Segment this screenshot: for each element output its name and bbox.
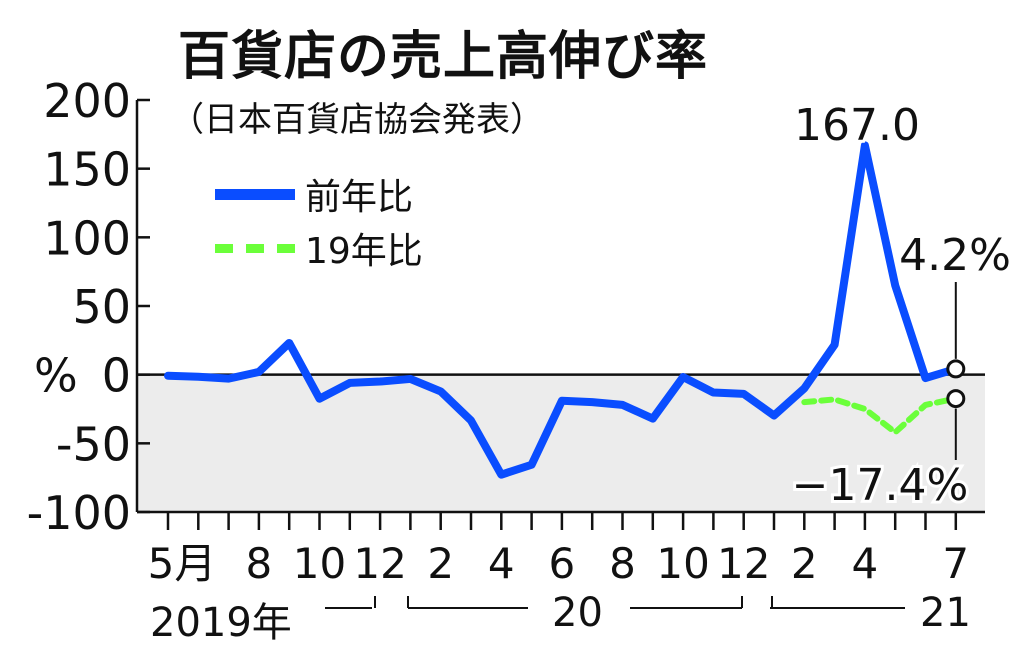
- x-tick-label: 8: [609, 539, 636, 588]
- annotation-label: 167.0: [794, 100, 920, 151]
- legend-swatch-yoy: [215, 188, 295, 200]
- y-tick-label: 100: [43, 211, 131, 265]
- y-unit-label: %: [34, 349, 78, 403]
- x-tick-label: 2: [791, 539, 818, 588]
- legend-swatch-vs2019: [215, 243, 295, 253]
- x-tick-label: 12: [717, 539, 770, 588]
- y-tick-label: 0: [102, 349, 131, 403]
- legend-label-yoy: 前年比: [305, 177, 414, 218]
- y-tick-label: 200: [43, 74, 131, 128]
- x-tick-label: 4: [488, 539, 515, 588]
- annotation-label: −17.4%: [792, 460, 969, 511]
- x-tick-label: 10: [293, 539, 346, 588]
- x-tick-label: 6: [549, 539, 576, 588]
- y-tick-label: 150: [43, 143, 131, 197]
- x-tick-label: 5月: [148, 539, 217, 588]
- x-tick-label: 7: [942, 539, 969, 588]
- x-tick-label: 10: [656, 539, 709, 588]
- y-tick-label: 50: [72, 280, 131, 334]
- year-label-2019: 2019年: [150, 600, 292, 646]
- legend-label-vs2019: 19年比: [305, 231, 423, 272]
- series-line-yoy: [164, 141, 960, 479]
- legend-item-vs2019: 19年比: [215, 222, 423, 274]
- y-tick-label: -100: [27, 486, 131, 540]
- x-tick-label: 12: [353, 539, 406, 588]
- annotation-label: 4.2%: [899, 230, 1011, 281]
- chart-subtitle: （日本百貨店協会発表）: [170, 100, 544, 140]
- chart-title: 百貨店の売上高伸び率: [178, 27, 709, 87]
- x-tick-label: 2: [427, 539, 454, 588]
- year-label-2021: 21: [920, 590, 971, 636]
- x-tick-label: 4: [852, 539, 879, 588]
- endpoint-marker-yoy: [946, 359, 966, 379]
- series-line-vs2019: [801, 395, 959, 436]
- legend-item-yoy: 前年比: [215, 168, 413, 220]
- y-tick-label: -50: [56, 417, 131, 471]
- endpoint-marker-vs2019: [946, 389, 966, 409]
- year-label-2020: 20: [552, 590, 603, 636]
- x-tick-label: 8: [246, 539, 273, 588]
